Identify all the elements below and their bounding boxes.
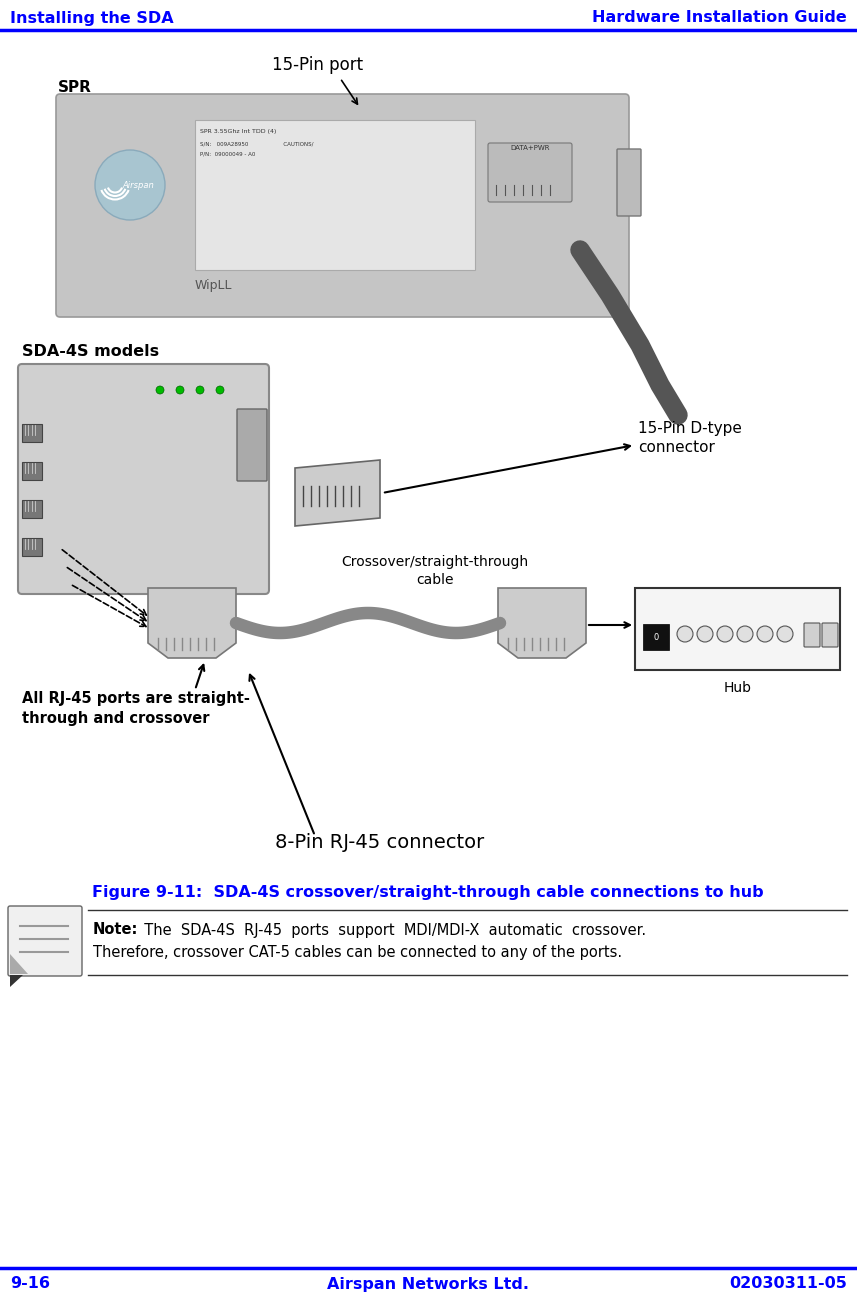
Polygon shape bbox=[10, 975, 23, 987]
Text: through and crossover: through and crossover bbox=[22, 711, 209, 725]
Bar bbox=[635, 588, 840, 670]
Circle shape bbox=[777, 627, 793, 642]
Text: Therefore, crossover CAT-5 cables can be connected to any of the ports.: Therefore, crossover CAT-5 cables can be… bbox=[93, 945, 622, 959]
Text: DATA+PWR: DATA+PWR bbox=[510, 146, 549, 151]
Bar bbox=[22, 462, 42, 480]
Text: Airspan Networks Ltd.: Airspan Networks Ltd. bbox=[327, 1277, 529, 1291]
Text: Airspan: Airspan bbox=[123, 181, 154, 190]
Circle shape bbox=[737, 627, 753, 642]
FancyBboxPatch shape bbox=[804, 623, 820, 647]
FancyBboxPatch shape bbox=[237, 410, 267, 481]
Text: All RJ-45 ports are straight-: All RJ-45 ports are straight- bbox=[22, 690, 250, 706]
Circle shape bbox=[216, 386, 224, 394]
Polygon shape bbox=[148, 588, 236, 658]
FancyBboxPatch shape bbox=[617, 150, 641, 216]
Text: WipLL: WipLL bbox=[195, 278, 232, 291]
Text: 9-16: 9-16 bbox=[10, 1277, 50, 1291]
Circle shape bbox=[697, 627, 713, 642]
Polygon shape bbox=[498, 588, 586, 658]
FancyBboxPatch shape bbox=[56, 94, 629, 317]
Text: Note:: Note: bbox=[93, 923, 138, 937]
Text: connector: connector bbox=[638, 439, 715, 455]
Text: S/N:   009A28950                    CAUTIONS/: S/N: 009A28950 CAUTIONS/ bbox=[200, 142, 314, 147]
Text: Hardware Installation Guide: Hardware Installation Guide bbox=[592, 10, 847, 26]
Text: 0: 0 bbox=[653, 633, 659, 641]
Circle shape bbox=[757, 627, 773, 642]
Polygon shape bbox=[295, 460, 380, 526]
Circle shape bbox=[717, 627, 733, 642]
Text: SDA-4S models: SDA-4S models bbox=[22, 344, 159, 360]
FancyBboxPatch shape bbox=[822, 623, 838, 647]
Text: 8-Pin RJ-45 connector: 8-Pin RJ-45 connector bbox=[275, 833, 484, 853]
Text: Hub: Hub bbox=[723, 681, 752, 696]
Text: The  SDA-4S  RJ-45  ports  support  MDI/MDI-X  automatic  crossover.: The SDA-4S RJ-45 ports support MDI/MDI-X… bbox=[135, 923, 646, 937]
Bar bbox=[22, 424, 42, 442]
Text: 02030311-05: 02030311-05 bbox=[729, 1277, 847, 1291]
Text: Installing the SDA: Installing the SDA bbox=[10, 10, 174, 26]
FancyBboxPatch shape bbox=[18, 364, 269, 594]
Text: 15-Pin port: 15-Pin port bbox=[273, 56, 363, 74]
Bar bbox=[195, 120, 475, 270]
Bar bbox=[22, 538, 42, 556]
Polygon shape bbox=[10, 954, 28, 974]
Text: 15-Pin D-type: 15-Pin D-type bbox=[638, 420, 742, 436]
Bar bbox=[22, 500, 42, 517]
FancyBboxPatch shape bbox=[488, 143, 572, 202]
Text: Crossover/straight-through: Crossover/straight-through bbox=[341, 555, 529, 569]
FancyBboxPatch shape bbox=[8, 906, 82, 976]
Bar bbox=[643, 624, 669, 650]
Circle shape bbox=[677, 627, 693, 642]
Text: SPR 3.55Ghz Int TDD (4): SPR 3.55Ghz Int TDD (4) bbox=[200, 130, 276, 134]
Text: Figure 9-11:  SDA-4S crossover/straight-through cable connections to hub: Figure 9-11: SDA-4S crossover/straight-t… bbox=[93, 884, 764, 900]
Text: SPR: SPR bbox=[58, 81, 92, 95]
Circle shape bbox=[156, 386, 164, 394]
Circle shape bbox=[95, 150, 165, 220]
Text: cable: cable bbox=[417, 573, 453, 588]
Circle shape bbox=[176, 386, 184, 394]
Text: P/N:  09000049 - A0: P/N: 09000049 - A0 bbox=[200, 152, 255, 156]
Circle shape bbox=[196, 386, 204, 394]
